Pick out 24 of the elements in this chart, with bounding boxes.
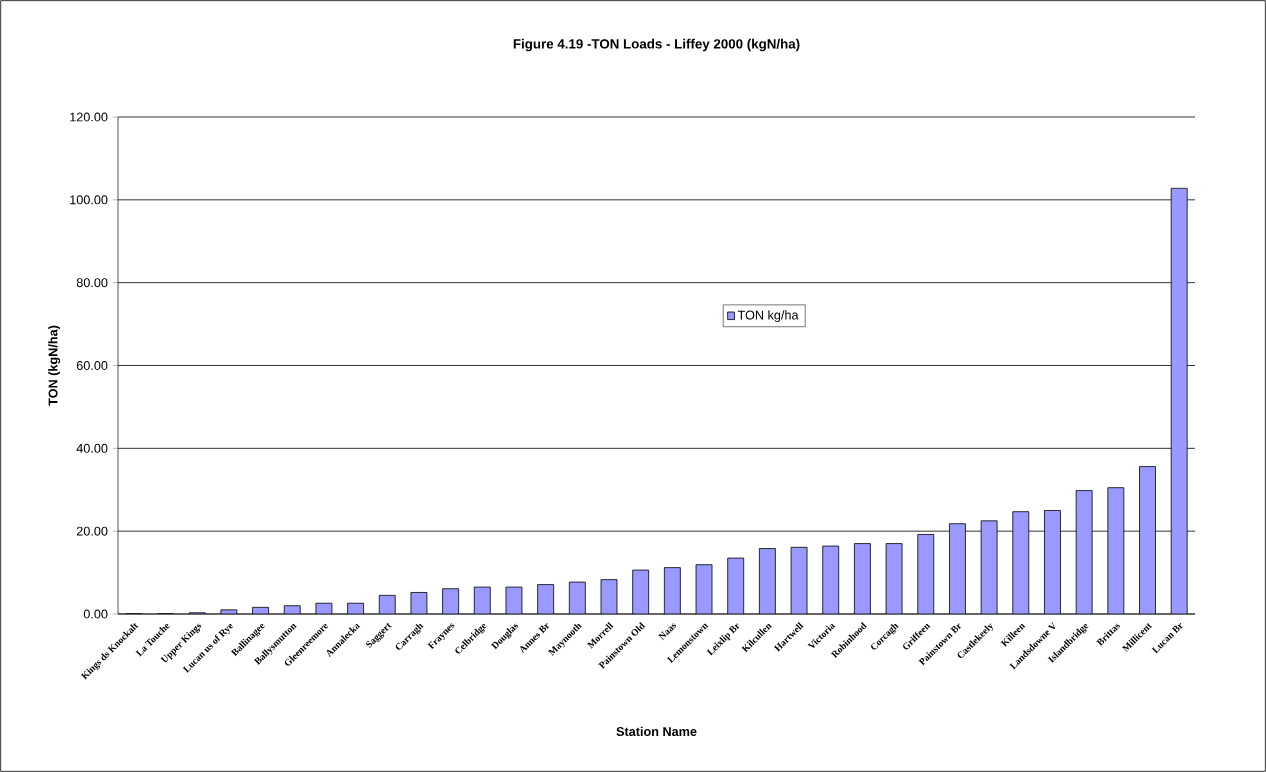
bar [917, 534, 935, 614]
bar [1107, 487, 1125, 614]
legend-label: TON kg/ha [737, 310, 799, 323]
y-tick-label: 20.00 [76, 526, 108, 536]
y-tick-label: 100.00 [70, 195, 108, 205]
bar [854, 543, 871, 614]
chart-title: Figure 4.19 -TON Loads - Liffey 2000 (kgN/ha) [513, 38, 800, 52]
x-axis-title: Station Name [616, 726, 697, 737]
bar [727, 557, 745, 614]
bar [1170, 187, 1188, 614]
y-axis-title: TON (kgN/ha) [48, 325, 61, 406]
y-tick-label: 120.00 [70, 112, 108, 122]
bar [949, 523, 966, 614]
bar [758, 548, 776, 614]
y-tick-label: 60.00 [76, 361, 108, 370]
bar [663, 567, 681, 614]
y-tick-label: 40.00 [76, 443, 108, 453]
y-tick-label: 80.00 [76, 278, 108, 288]
y-tick-label: 0.00 [83, 609, 108, 619]
bar [1139, 466, 1156, 614]
bar [822, 545, 840, 614]
bar [632, 569, 650, 614]
bar [1012, 511, 1030, 614]
bar [1044, 510, 1061, 614]
